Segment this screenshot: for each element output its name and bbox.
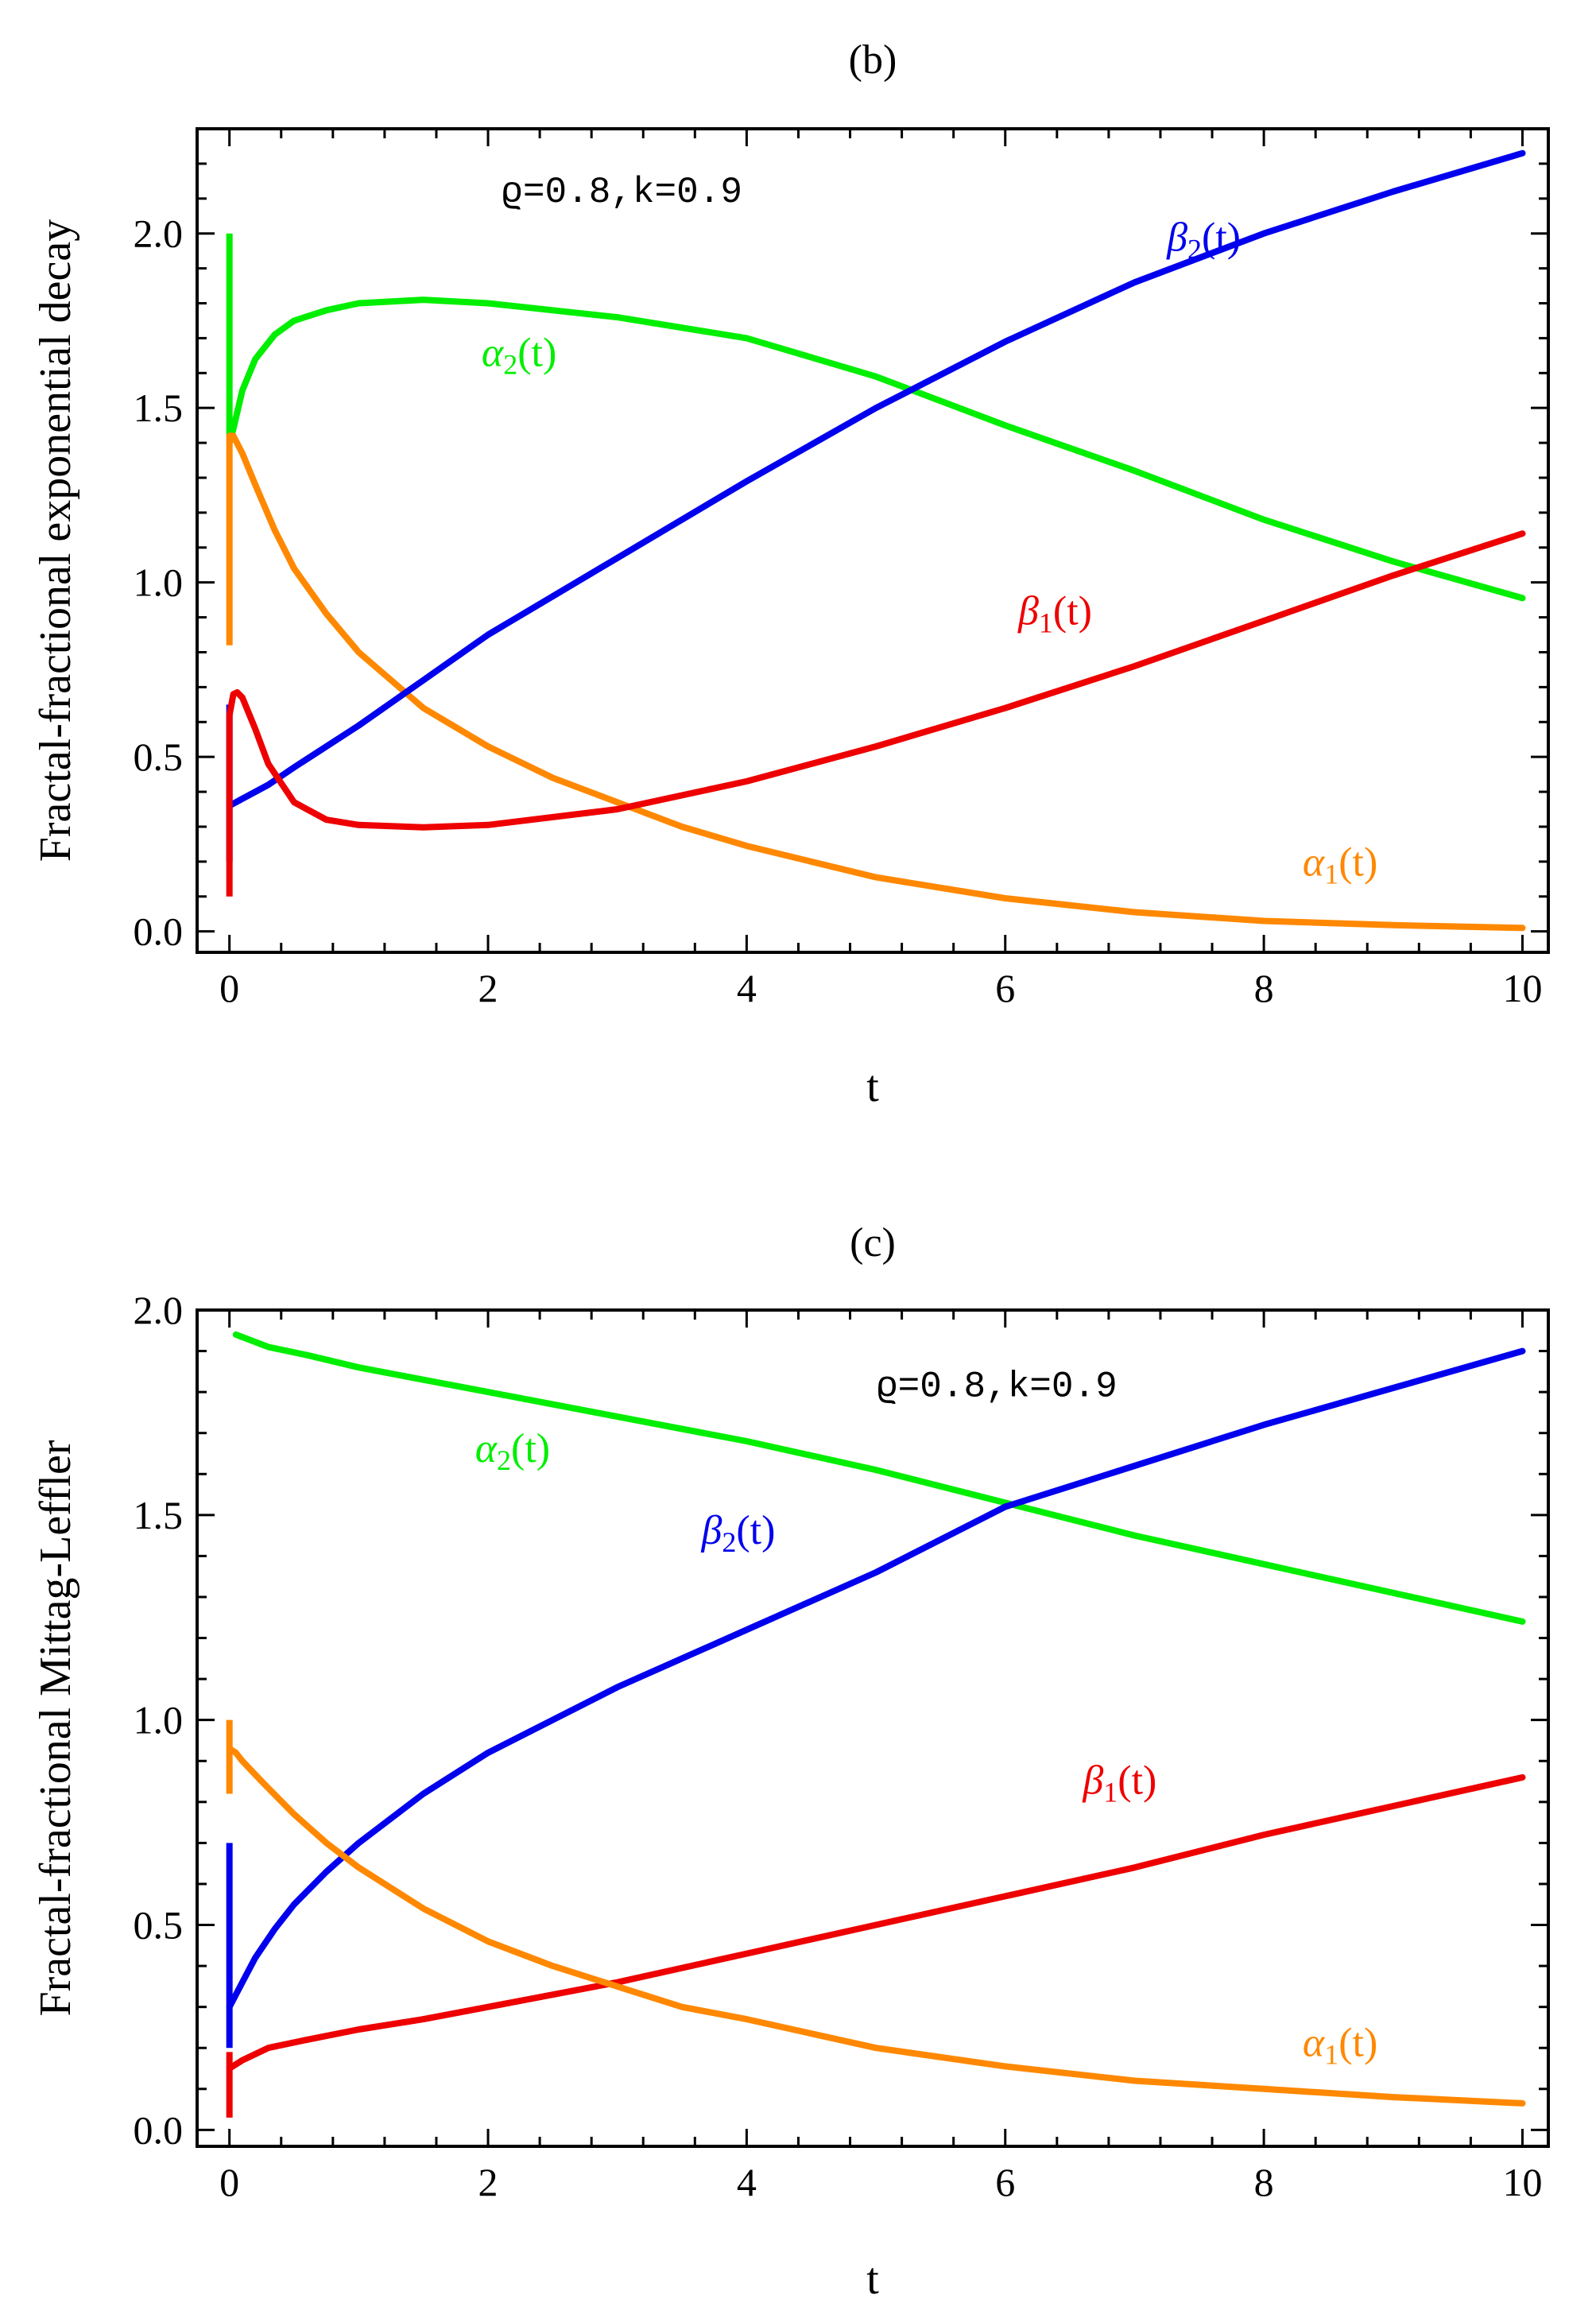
series-α2: [226, 233, 1526, 602]
y-axis-label: Fractal-fractional exponential decay: [31, 219, 80, 862]
parameter-annotation: ϱ=0.8,k=0.9: [501, 172, 742, 213]
series-line: [226, 530, 1526, 831]
series-α1: [226, 432, 1526, 932]
y-tick-label: 2.0: [134, 211, 184, 256]
series-line: [226, 1745, 1526, 2107]
y-tick-label: 0.5: [134, 735, 184, 779]
x-tick-label: 0: [219, 2160, 239, 2204]
series-line: [226, 432, 1526, 932]
y-tick-label: 0.0: [134, 909, 184, 954]
parameter-annotation: ϱ=0.8,k=0.9: [876, 1366, 1118, 1407]
chart-title: (c): [850, 1220, 896, 1266]
series-label: α2(t): [482, 331, 556, 381]
y-tick-label: 1.0: [134, 560, 184, 605]
plot-area: [226, 1331, 1526, 2118]
y-tick-label: 1.5: [134, 386, 184, 430]
series-β2: [226, 1347, 1526, 2049]
y-tick-label: 1.5: [134, 1493, 184, 1537]
x-tick-label: 8: [1254, 2160, 1274, 2204]
y-tick-label: 1.0: [134, 1698, 184, 1742]
y-tick-label: 2.0: [134, 1288, 184, 1332]
x-tick-label: 0: [219, 966, 239, 1010]
series-label: α1(t): [1303, 2021, 1377, 2071]
x-tick-label: 10: [1502, 2160, 1542, 2204]
series-label: β2(t): [700, 1508, 775, 1558]
series-label: α2(t): [475, 1426, 550, 1476]
chart-panel-1: (c) 0 2 4 6 8 10 0.0 0.5 1.0 1.5 2.0 t Fractal-fracti…: [31, 1220, 1550, 2304]
y-axis-label: Fractal-fractional Mittag-Leffler: [31, 1440, 80, 2016]
x-tick-label: 10: [1502, 966, 1542, 1010]
series-β1: [226, 1773, 1526, 2118]
y-tick-label: 0.5: [134, 1903, 184, 1948]
series-label: β1(t): [1017, 588, 1092, 638]
x-tick-label: 8: [1254, 966, 1274, 1010]
x-tick-label: 6: [995, 966, 1015, 1010]
series-β2: [226, 149, 1526, 862]
series-line: [226, 1773, 1526, 2072]
chart-title: (b): [849, 37, 897, 83]
x-tick-label: 2: [478, 966, 498, 1010]
chart-panel-0: (b) 0 2 4 6 8 10 0.0 0.5 1.0 1.5 2.0 t Fractal-fracti…: [31, 37, 1550, 1111]
series-α2: [232, 1331, 1526, 1625]
series-line: [232, 1331, 1526, 1625]
plot-area: [226, 149, 1526, 932]
x-tick-label: 2: [478, 2160, 498, 2204]
series-label: α1(t): [1303, 839, 1377, 890]
y-tick-label: 0.0: [134, 2107, 184, 2152]
series-β1: [226, 530, 1526, 897]
x-tick-label: 6: [995, 2160, 1015, 2204]
plot-frame: [196, 1308, 1550, 2148]
series-line: [226, 297, 1526, 602]
series-label: β2(t): [1166, 215, 1241, 266]
x-axis-label: t: [866, 1062, 879, 1111]
series-α1: [226, 1719, 1526, 2107]
plot-frame: [196, 127, 1550, 954]
x-axis-label: t: [866, 2254, 879, 2304]
series-label: β1(t): [1082, 1758, 1156, 1808]
x-tick-label: 4: [737, 2160, 757, 2204]
x-tick-label: 4: [737, 966, 757, 1010]
series-line: [226, 1347, 1526, 2010]
